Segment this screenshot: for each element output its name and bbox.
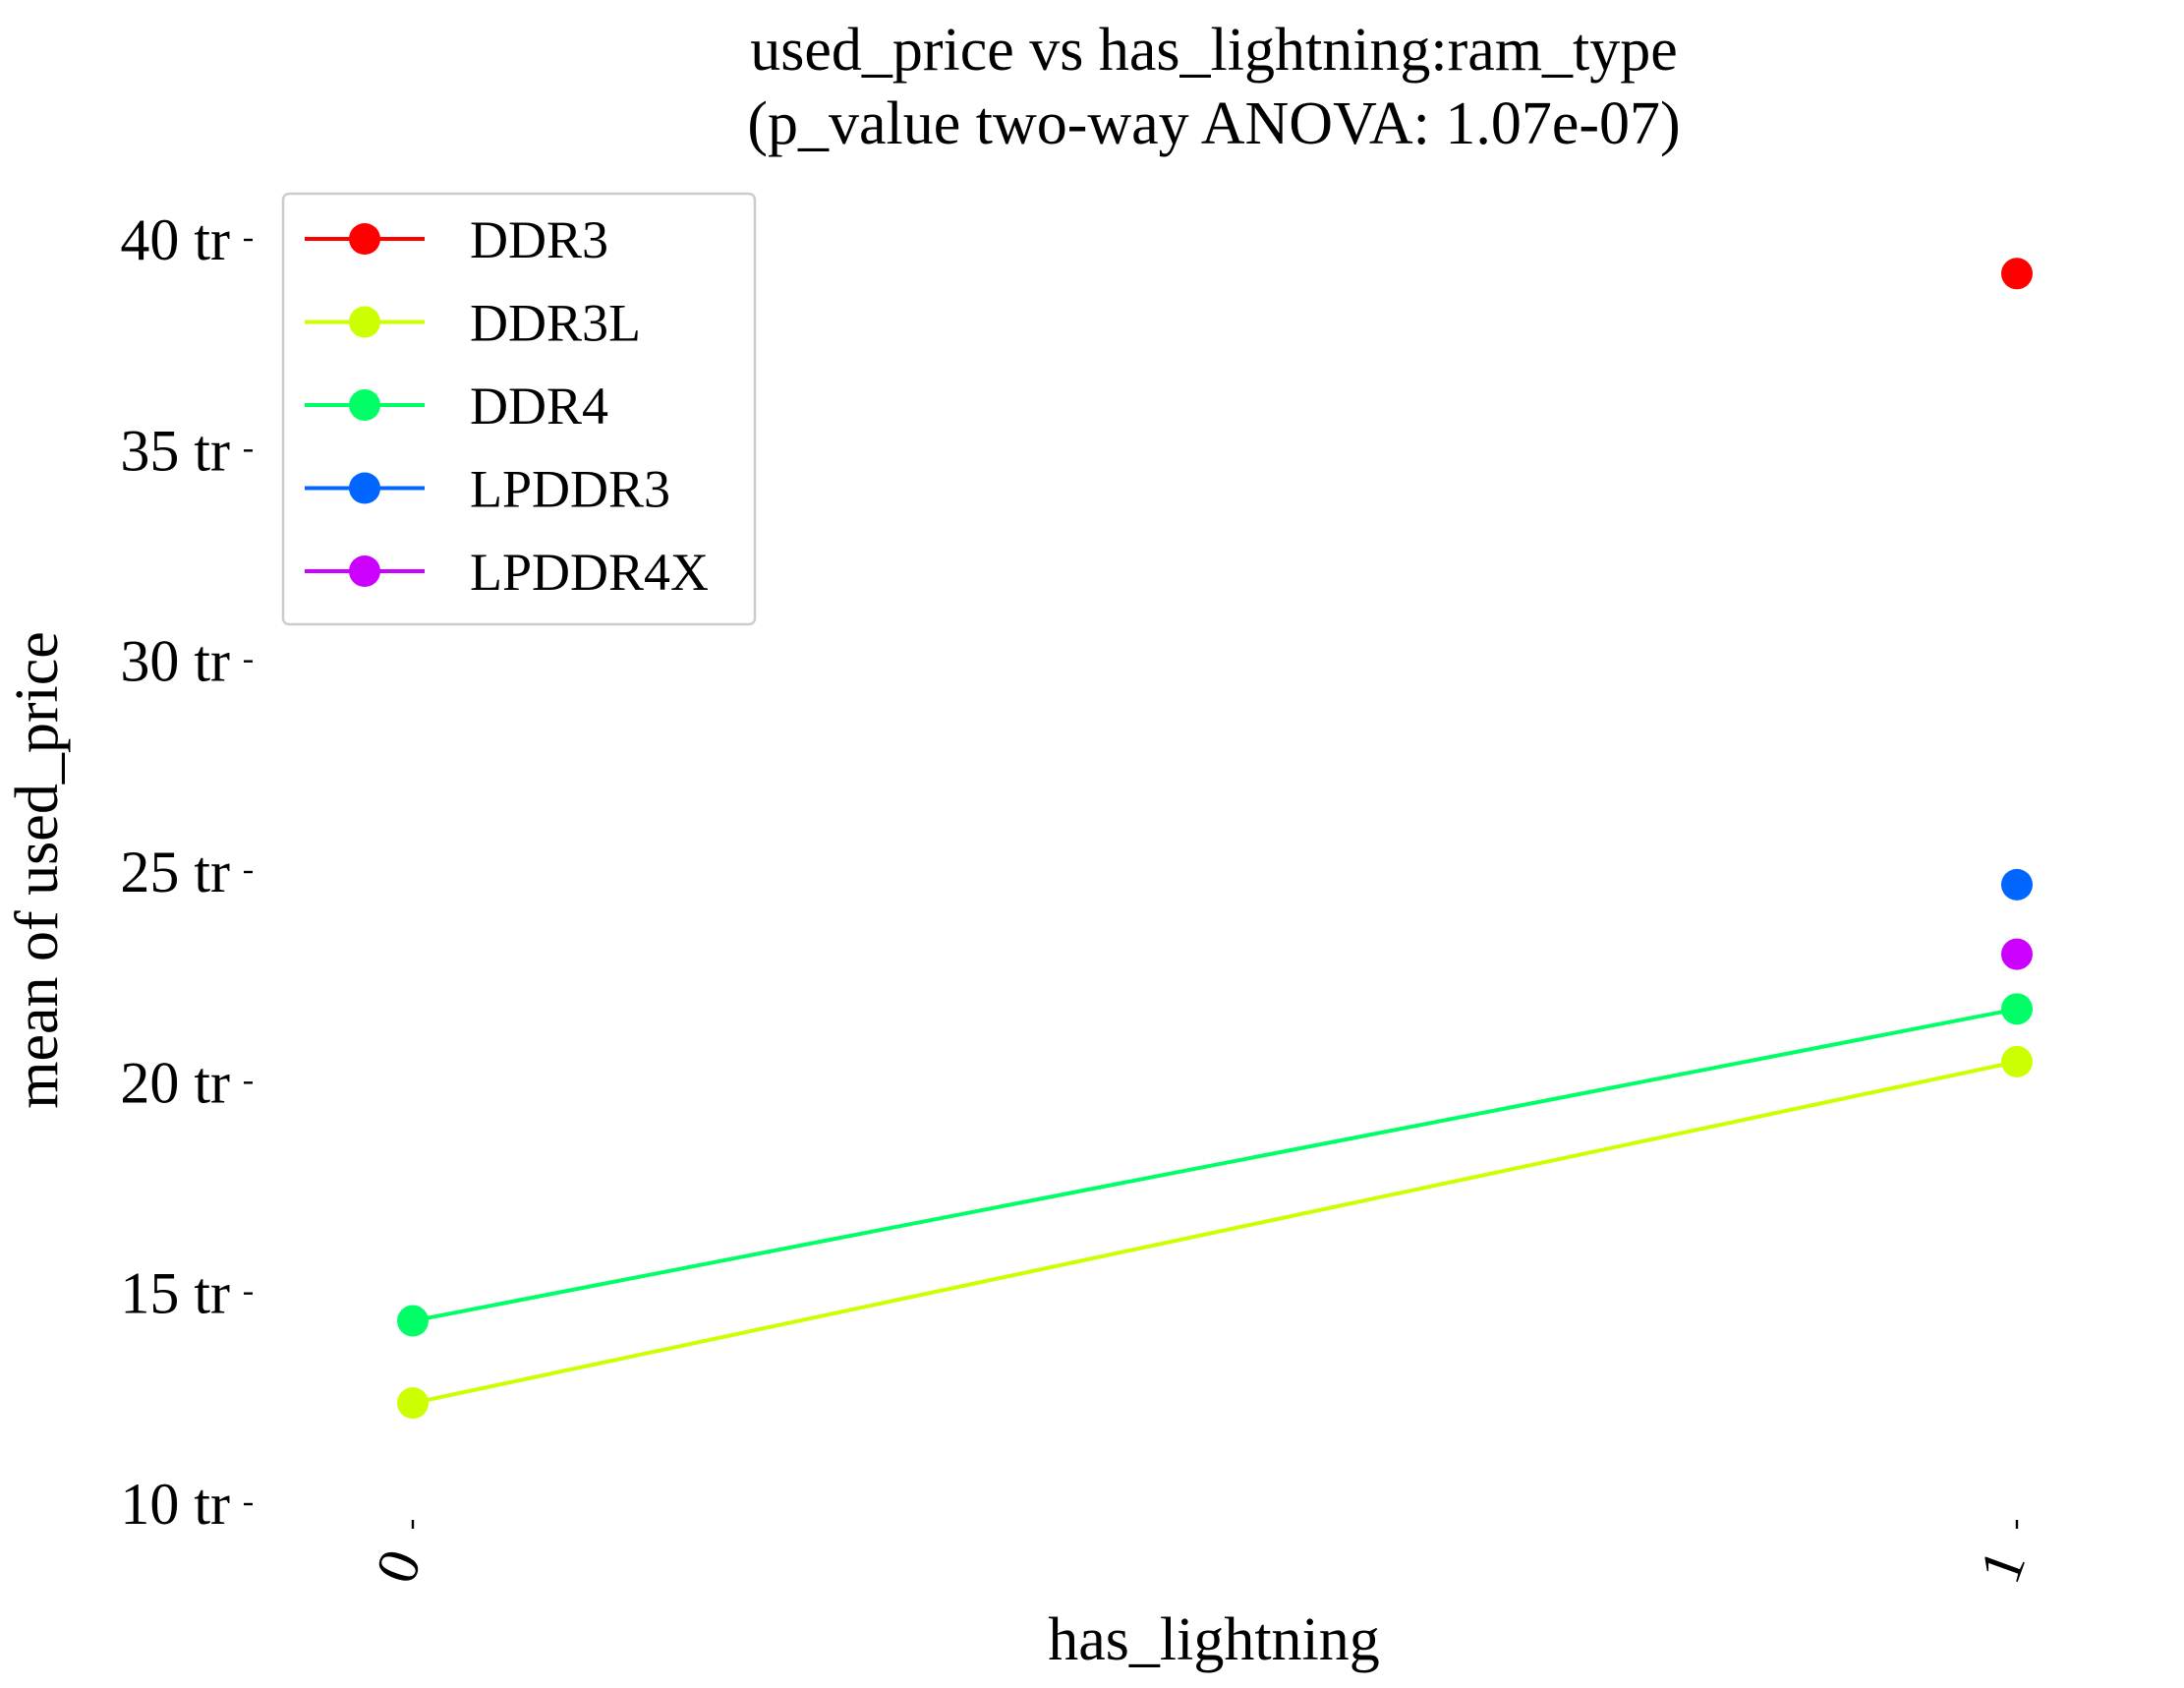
- point-ddr3l-1: [2001, 1045, 2033, 1077]
- point-lpddr3-1: [2001, 868, 2033, 901]
- point-ddr3-1: [2001, 258, 2033, 290]
- legend-label-ddr3: DDR3: [470, 210, 608, 269]
- legend-label-lpddr4x: LPDDR4X: [470, 543, 709, 602]
- legend-marker-ddr3l: [349, 306, 380, 338]
- legend-marker-lpddr4x: [349, 555, 380, 587]
- legend: DDR3 DDR3L DDR4 LPDDR3 LPDDR4X: [281, 192, 757, 626]
- y-tick-label-5: 35 tr: [120, 418, 230, 483]
- point-ddr4-1: [2001, 993, 2033, 1025]
- legend-label-ddr4: DDR4: [470, 377, 608, 436]
- series-line-ddr4: [412, 1007, 2018, 1323]
- legend-marker-ddr4: [349, 389, 380, 421]
- legend-label-lpddr3: LPDDR3: [470, 460, 670, 519]
- y-tick-label-2: 20 tr: [120, 1050, 230, 1115]
- y-tick-label-4: 30 tr: [120, 629, 230, 694]
- series-lines: [412, 1007, 2018, 1406]
- y-tick-label-3: 25 tr: [120, 840, 230, 904]
- x-axis-label: has_lightning: [1048, 1606, 1380, 1673]
- chart-subtitle: (p_value two-way ANOVA: 1.07e-07): [747, 90, 1680, 157]
- point-ddr4-0: [397, 1305, 429, 1337]
- y-axis-label: mean of used_price: [4, 631, 71, 1108]
- y-tick-label-6: 40 tr: [120, 207, 230, 272]
- y-tick-label-0: 10 tr: [120, 1472, 230, 1537]
- x-tick-label-1: 1: [1967, 1542, 2038, 1592]
- legend-marker-lpddr3: [349, 472, 380, 504]
- chart-title: used_price vs has_lightning:ram_type: [750, 17, 1678, 84]
- legend-frame: [281, 192, 757, 626]
- y-axis-ticks: 10 tr 15 tr 20 tr 25 tr 30 tr 35 tr 40 tr: [120, 207, 253, 1537]
- y-tick-label-1: 15 tr: [120, 1261, 230, 1326]
- legend-marker-ddr3: [349, 223, 380, 255]
- x-tick-label-0: 0: [363, 1542, 433, 1592]
- legend-label-ddr3l: DDR3L: [470, 294, 641, 353]
- point-lpddr4x-1: [2001, 938, 2033, 970]
- point-ddr3l-0: [397, 1387, 429, 1420]
- legend-items: DDR3 DDR3L DDR4 LPDDR3 LPDDR4X: [305, 210, 709, 602]
- series-line-ddr3l: [412, 1059, 2018, 1406]
- series-points: [397, 258, 2033, 1420]
